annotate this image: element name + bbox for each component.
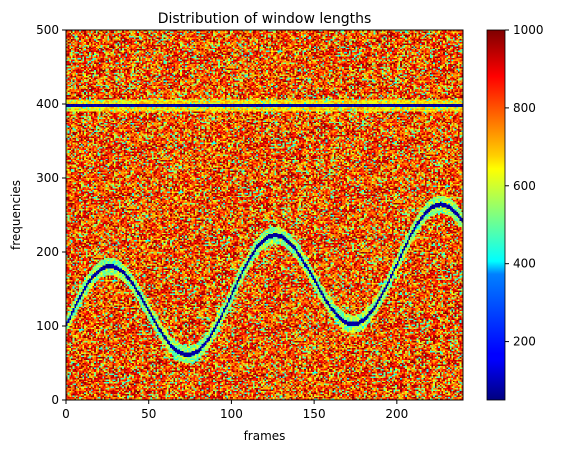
y-tick-label: 0 <box>51 393 59 407</box>
x-tick-label: 100 <box>220 407 243 421</box>
colorbar-tick-label: 600 <box>513 179 536 193</box>
plot-frame <box>65 29 464 401</box>
chart-title: Distribution of window lengths <box>158 11 372 27</box>
y-axis-label: frequencies <box>9 180 23 250</box>
x-tick-label: 150 <box>303 407 326 421</box>
x-tick-label: 200 <box>385 407 408 421</box>
colorbar-tick-label: 400 <box>513 257 536 271</box>
y-tick-label: 500 <box>36 23 59 37</box>
x-axis-label: frames <box>244 429 286 443</box>
colorbar-ticks: 200 400 600 800 1000 <box>505 23 544 349</box>
x-tick-label: 50 <box>141 407 156 421</box>
colorbar-tick-label: 1000 <box>513 23 544 37</box>
x-tick-label: 0 <box>62 407 70 421</box>
y-tick-label: 200 <box>36 245 59 259</box>
x-axis-ticks: 0 50 100 150 200 <box>62 400 408 421</box>
y-tick-label: 100 <box>36 319 59 333</box>
y-tick-label: 300 <box>36 171 59 185</box>
colorbar-tick-label: 800 <box>513 101 536 115</box>
colorbar-tick-label: 200 <box>513 335 536 349</box>
heatmap-cells <box>66 30 463 400</box>
heatmap <box>66 30 463 400</box>
colorbar <box>486 29 506 401</box>
y-tick-label: 400 <box>36 97 59 111</box>
y-axis-ticks: 0 100 200 300 400 500 <box>36 23 66 407</box>
